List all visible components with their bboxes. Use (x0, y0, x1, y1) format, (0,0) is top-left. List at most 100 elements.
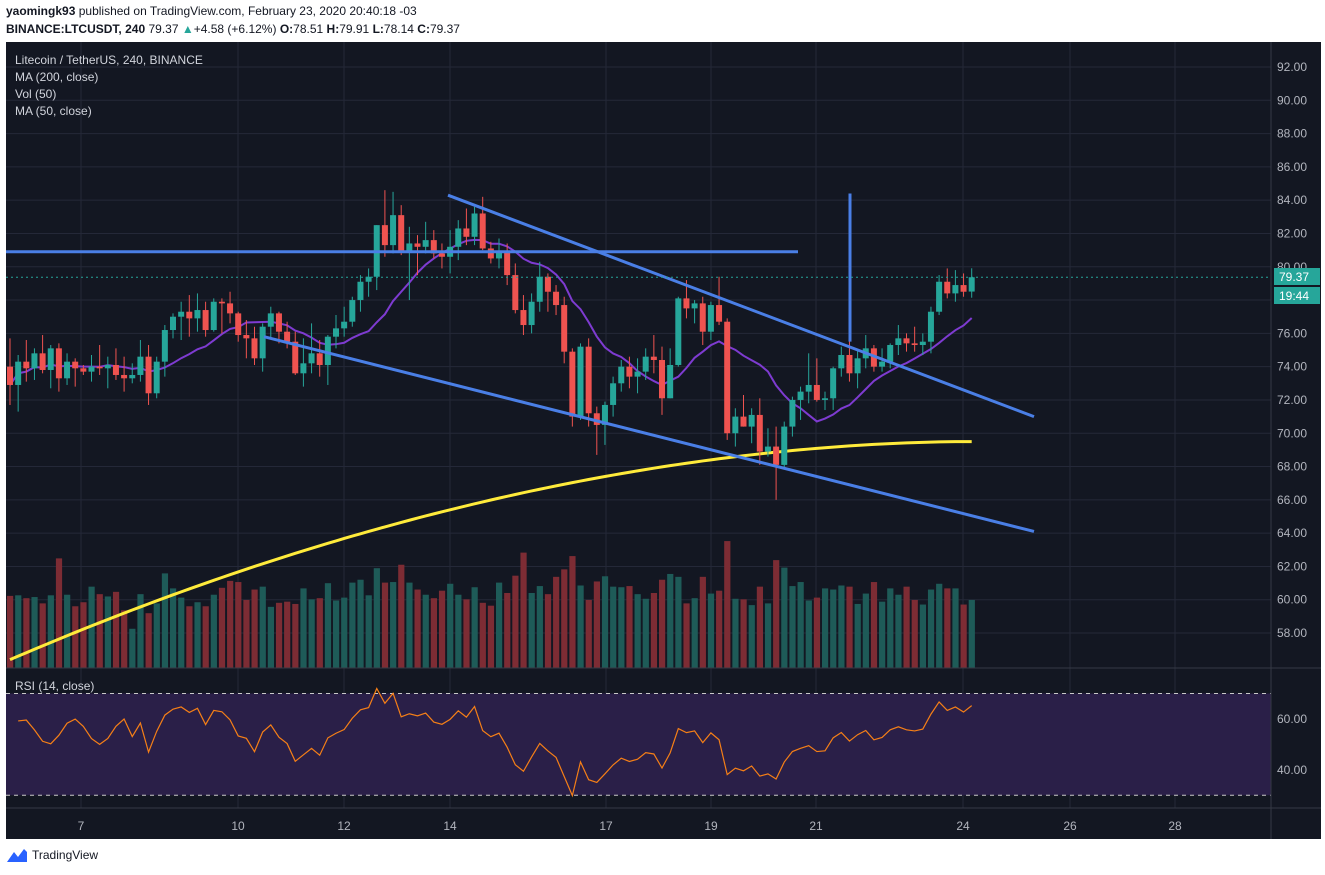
price-chart[interactable]: 92.0090.0088.0086.0084.0082.0080.0078.00… (6, 42, 1321, 839)
time-tick-label: 21 (809, 819, 823, 833)
volume-bar (944, 588, 951, 668)
volume-bar (15, 595, 22, 668)
candle-body (349, 300, 356, 322)
timer-badge: 19:44 (1279, 289, 1309, 303)
rsi-pane (6, 687, 1271, 798)
candle-body (31, 353, 38, 369)
candle-body (365, 276, 372, 282)
volume-bar (650, 593, 658, 668)
volume-bar (960, 604, 967, 668)
candle-body (64, 361, 71, 379)
candle-body (797, 391, 804, 400)
volume-bar (153, 603, 160, 668)
legend-title[interactable]: Litecoin / TetherUS, 240, BINANCE (15, 53, 203, 67)
candle-body (202, 310, 209, 331)
volume-bar (129, 628, 136, 668)
low-label: L: (372, 22, 384, 36)
candle-body (854, 358, 861, 374)
candle-body (822, 398, 828, 400)
candle-body (463, 228, 470, 237)
candle-body (178, 311, 185, 317)
candle-body (813, 384, 820, 400)
tradingview-logo-icon[interactable] (6, 847, 28, 863)
volume-bar (642, 598, 649, 668)
volume-bar (31, 597, 38, 668)
candle-body (781, 426, 788, 465)
candle-body (642, 356, 649, 372)
candle-body (879, 361, 886, 367)
volume-bar (887, 588, 894, 668)
volume-bar (724, 541, 731, 668)
price-tick-label: 66.00 (1277, 493, 1307, 507)
candle-body (80, 368, 87, 372)
candle-body (406, 243, 413, 252)
candle-body (732, 416, 739, 434)
volume-bar (610, 586, 617, 668)
change-arrow-icon: ▲ (181, 22, 194, 36)
price-tick-label: 62.00 (1277, 559, 1307, 573)
candle-body (650, 356, 657, 360)
legend-rsi[interactable]: RSI (14, close) (15, 679, 94, 693)
time-tick-label: 17 (599, 819, 613, 833)
candle-body (675, 298, 682, 365)
volume-bar (585, 599, 592, 668)
volume-bar (781, 567, 788, 668)
candle-body (292, 341, 299, 374)
volume-bar (903, 586, 910, 668)
footer-brand[interactable]: TradingView (32, 848, 99, 862)
volume-bar (137, 594, 144, 668)
legend-vol[interactable]: Vol (50) (15, 87, 56, 101)
legend-ma50[interactable]: MA (50, close) (15, 104, 92, 118)
volume-bar (879, 601, 886, 668)
volume-bar (813, 597, 821, 668)
volume-bar (471, 587, 478, 668)
candle-body (846, 355, 853, 374)
candle-body (496, 251, 502, 259)
volume-bar (911, 599, 918, 668)
volume-bar (161, 573, 169, 668)
volume-bar (112, 591, 120, 668)
candle-body (422, 240, 429, 247)
volume-bar (316, 598, 323, 668)
candle-body (23, 361, 30, 369)
candle-body (659, 359, 665, 399)
candle-body (414, 243, 421, 247)
candle-body (194, 310, 201, 319)
price-badge-bg (1274, 268, 1320, 285)
volume-bar (47, 595, 54, 668)
volume-bar (544, 594, 552, 668)
volume-bar (512, 575, 519, 668)
volume-bar (275, 602, 283, 668)
candle-body (691, 303, 698, 309)
high-label: H: (326, 22, 340, 36)
price-tick-label: 60.00 (1277, 593, 1307, 607)
author-name[interactable]: yaomingk93 (6, 4, 76, 18)
volume-bar (764, 603, 772, 668)
legend-ma200[interactable]: MA (200, close) (15, 70, 98, 84)
time-tick-label: 14 (443, 819, 457, 833)
candle-body (398, 215, 405, 252)
time-tick-label: 19 (704, 819, 718, 833)
volume-bar (447, 583, 454, 668)
volume-bar (235, 582, 242, 668)
volume-bar (104, 596, 111, 668)
volume-bar (96, 594, 103, 668)
volume-bar (357, 579, 364, 668)
ohlc-line: BINANCE:LTCUSDT, 240 79.37 ▲+4.58 (+6.12… (6, 22, 460, 36)
price-tick-label: 92.00 (1277, 60, 1307, 74)
open-label: O: (279, 22, 294, 36)
volume-bar (186, 606, 193, 668)
candle-body (88, 366, 95, 372)
axes-group: 92.0090.0088.0086.0084.0082.0080.0078.00… (6, 42, 1321, 839)
volume-bar (634, 594, 641, 668)
volume-bar (430, 598, 437, 668)
time-tick-label: 24 (956, 819, 970, 833)
volume-bar (365, 595, 372, 668)
candle-body (610, 383, 617, 405)
candle-body (357, 281, 364, 301)
candle-body (72, 361, 79, 369)
volume-bar (838, 585, 845, 668)
volume-bar (463, 599, 470, 668)
volume-bar (80, 602, 87, 668)
chart-panel[interactable]: 92.0090.0088.0086.0084.0082.0080.0078.00… (6, 42, 1321, 839)
